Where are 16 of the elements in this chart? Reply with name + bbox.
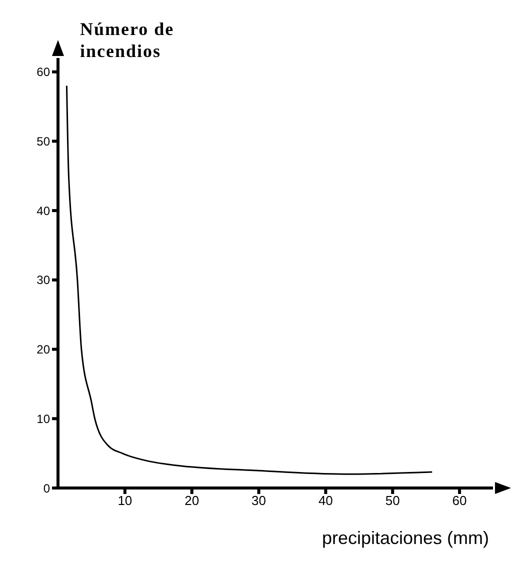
y-tick-label: 40 — [36, 204, 50, 218]
y-tick-label: 60 — [36, 65, 50, 80]
x-tick-label: 10 — [118, 493, 132, 508]
line-series — [66, 84, 433, 475]
y-tick-label: 0 — [43, 481, 50, 496]
x-tick-label: 50 — [385, 493, 400, 508]
x-tick-label: 40 — [318, 493, 333, 508]
y-axis-title: Número de incendios — [80, 18, 176, 62]
y-tick-label: 30 — [36, 273, 50, 288]
y-tick-label: 10 — [36, 412, 50, 426]
y-tick-label: 20 — [36, 342, 50, 357]
x-tick-label: 30 — [252, 493, 266, 508]
x-tick-label: 20 — [184, 493, 200, 508]
y-tick-label: 50 — [36, 134, 50, 148]
x-tick-label: 60 — [452, 493, 467, 508]
x-axis-title: precipitaciones (mm) — [322, 528, 489, 548]
